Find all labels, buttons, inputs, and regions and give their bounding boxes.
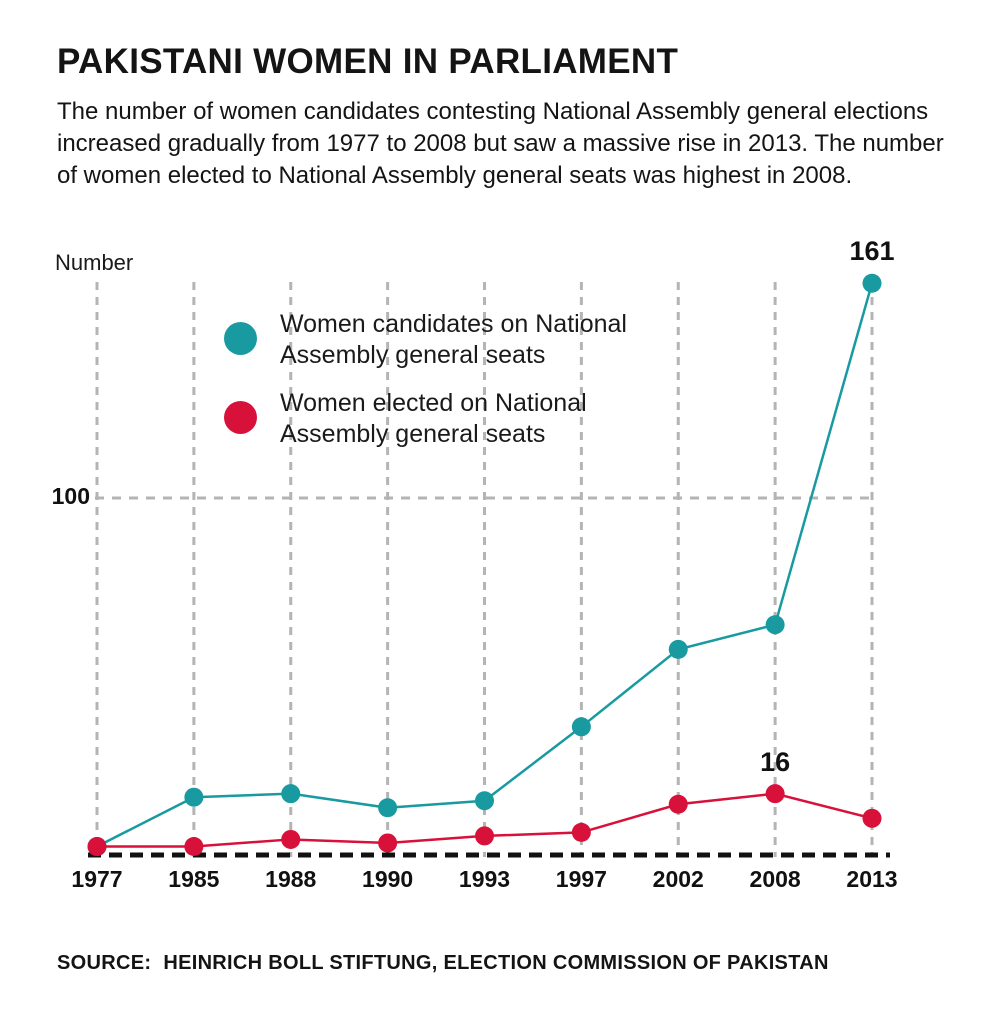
data-point-candidates-1997 — [571, 717, 591, 737]
page-title: PAKISTANI WOMEN IN PARLIAMENT — [57, 42, 679, 81]
x-axis-label-2013: 2013 — [846, 866, 898, 892]
source-line: SOURCE: HEINRICH BOLL STIFTUNG, ELECTION … — [57, 952, 829, 975]
value-annotation-161: 161 — [849, 236, 895, 267]
data-point-elected-1997 — [571, 822, 591, 842]
legend-label-elected: Women elected on National Assembly gener… — [280, 389, 587, 448]
data-point-candidates-2013 — [862, 273, 882, 293]
value-annotation-16: 16 — [760, 746, 791, 777]
x-axis-label-1985: 1985 — [168, 866, 220, 892]
x-axis-label-2008: 2008 — [749, 866, 801, 892]
data-point-candidates-1988 — [281, 784, 301, 804]
source-text: HEINRICH BOLL STIFTUNG, ELECTION COMMISS… — [163, 952, 829, 974]
chart-subtitle: The number of women candidates contestin… — [57, 98, 944, 189]
y-axis-unit-label: Number — [55, 250, 134, 275]
legend-label-candidates: Women candidates on National Assembly ge… — [280, 310, 627, 369]
y-axis-tick-label: 100 — [51, 483, 90, 509]
x-axis-label-1997: 1997 — [555, 866, 607, 892]
data-point-candidates-1990 — [378, 798, 398, 818]
x-axis-label-1993: 1993 — [458, 866, 511, 892]
legend-dot-candidates — [224, 322, 257, 355]
x-axis-label-1990: 1990 — [362, 866, 414, 892]
x-axis-label-2002: 2002 — [652, 866, 704, 892]
data-point-candidates-2002 — [668, 639, 688, 659]
data-point-elected-2008 — [765, 784, 785, 804]
data-point-elected-1993 — [475, 826, 494, 846]
legend-dot-elected — [224, 401, 257, 434]
data-point-candidates-1993 — [475, 791, 494, 811]
data-point-elected-1977 — [87, 836, 107, 856]
data-point-elected-1985 — [184, 836, 204, 856]
data-point-elected-2002 — [668, 794, 688, 814]
data-point-candidates-1985 — [184, 787, 204, 807]
x-axis-label-1977: 1977 — [71, 866, 123, 892]
data-point-elected-1988 — [281, 829, 301, 849]
data-point-elected-2013 — [862, 808, 882, 828]
data-point-elected-1990 — [378, 833, 398, 853]
source-label: SOURCE: — [57, 952, 152, 974]
data-point-candidates-2008 — [765, 615, 785, 635]
x-axis-label-1988: 1988 — [265, 866, 317, 892]
